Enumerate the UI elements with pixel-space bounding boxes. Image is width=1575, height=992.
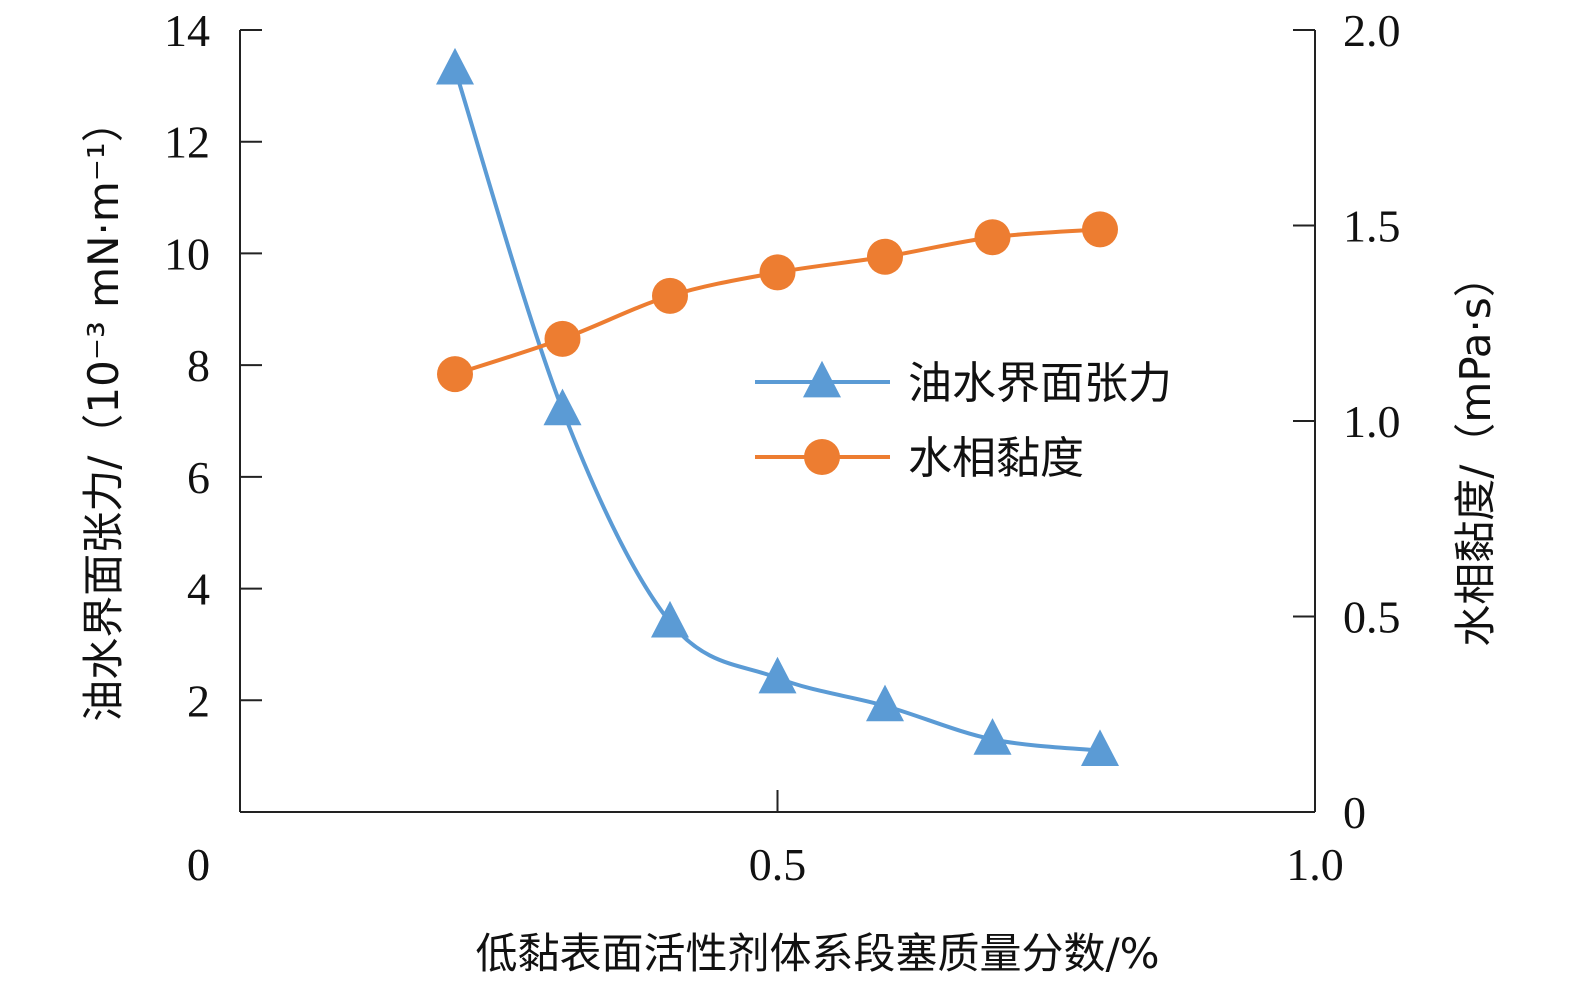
series-2-point [544, 320, 581, 357]
right-y-tick-label: 1.5 [1343, 201, 1401, 252]
legend-label: 水相黏度 [908, 433, 1084, 484]
series-layer [436, 47, 1119, 766]
series-2-point [974, 219, 1011, 256]
series-2 [437, 211, 1118, 393]
series-1-point [1081, 729, 1119, 766]
series-1-line [453, 68, 1101, 753]
right-y-axis-title: 水相黏度/（mPa·s） [1451, 255, 1500, 646]
series-1-point [973, 718, 1012, 755]
series-2-point [1082, 211, 1118, 248]
legend-item-1: 油水界面张力 [755, 358, 1172, 409]
right-y-tick-label: 0.5 [1343, 592, 1401, 643]
left-y-tick-label: 4 [187, 564, 210, 615]
left-y-tick-label: 0 [187, 839, 210, 890]
right-y-tick-label: 2.0 [1343, 5, 1401, 56]
left-y-tick-label: 12 [164, 117, 210, 168]
series-2-point [652, 277, 688, 314]
legend-marker [804, 439, 840, 475]
x-axis-title: 低黏表面活性剂体系段塞质量分数/% [475, 929, 1159, 978]
series-1 [436, 47, 1119, 766]
legend-marker [803, 360, 841, 398]
right-y-tick-label: 0 [1343, 787, 1366, 838]
series-1-point [758, 656, 797, 694]
series-2-point [867, 238, 903, 275]
left-y-tick-label: 10 [164, 228, 210, 279]
left-y-axis-title: 油水界面张力/（10⁻³ mN·m⁻¹） [79, 100, 128, 722]
series-1-point [651, 600, 689, 638]
legend-label: 油水界面张力 [908, 358, 1172, 409]
x-tick-label: 0 [187, 839, 210, 890]
legend-item-2: 水相黏度 [755, 433, 1084, 484]
x-tick-label: 0.5 [749, 839, 807, 890]
series-2-point [759, 254, 796, 291]
axes [239, 29, 1316, 813]
x-tick-label: 1.0 [1286, 839, 1344, 890]
series-1-point [543, 388, 582, 426]
series-2-point [437, 356, 473, 393]
series-1-point [436, 47, 474, 85]
left-y-tick-label: 14 [164, 5, 210, 56]
series-1-point [866, 684, 904, 722]
left-y-tick-label: 6 [187, 452, 210, 503]
left-y-tick-label: 2 [187, 675, 210, 726]
right-y-tick-label: 1.0 [1343, 396, 1401, 447]
left-y-tick-label: 8 [187, 340, 210, 391]
